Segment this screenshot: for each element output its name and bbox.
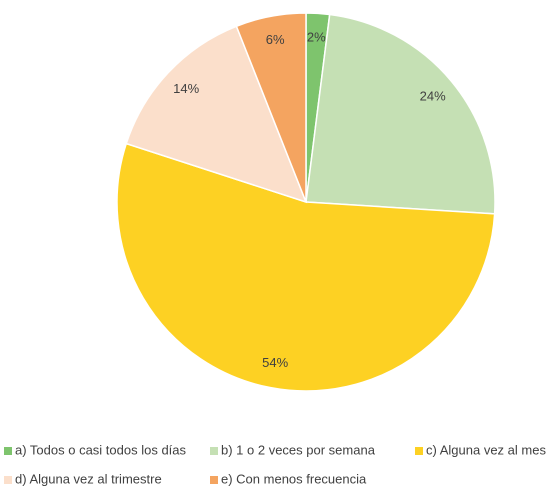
data-label: 2%	[307, 29, 326, 44]
legend-marker	[415, 447, 423, 455]
legend-label: b) 1 o 2 veces por semana	[221, 442, 376, 457]
legend-label: e) Con menos frecuencia	[221, 471, 367, 486]
legend-marker	[4, 476, 12, 484]
legend-label: c) Alguna vez al mes	[426, 442, 546, 457]
data-label: 54%	[262, 355, 288, 370]
legend-label: d) Alguna vez al trimestre	[15, 471, 162, 486]
data-label: 24%	[420, 89, 446, 104]
pie-slice	[116, 142, 496, 392]
data-label: 6%	[266, 32, 285, 47]
legend-marker	[210, 447, 218, 455]
legend-marker	[4, 447, 12, 455]
legend-label: a) Todos o casi todos los días	[15, 442, 187, 457]
pie-slice	[305, 13, 496, 215]
legend-marker	[210, 476, 218, 484]
pie-slice	[125, 25, 308, 204]
pie-slice	[235, 12, 307, 203]
data-label: 14%	[173, 81, 199, 96]
